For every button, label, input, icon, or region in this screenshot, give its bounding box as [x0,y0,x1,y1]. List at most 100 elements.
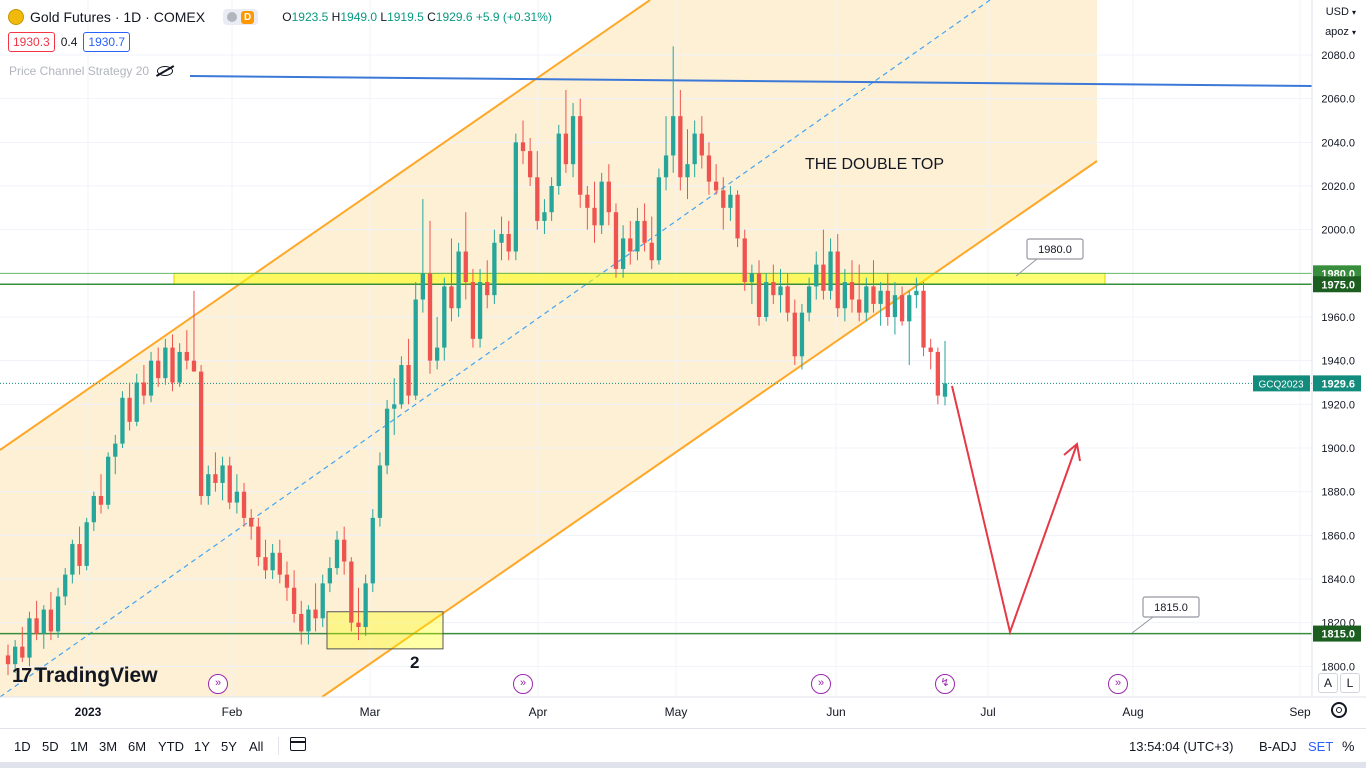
candle [928,338,933,370]
channel-lower-line [321,160,1098,698]
candle [213,452,218,492]
candle [678,89,683,191]
callout-box [1026,238,1084,260]
scale-selector[interactable]: apoz ▾ [1325,26,1356,38]
projection-arrowhead [1063,442,1081,462]
symbol-label-box [1253,375,1310,392]
candle [98,474,104,514]
candle [663,116,669,191]
candle-body [170,347,175,383]
candle [256,517,261,566]
candle-body [163,347,168,379]
range-3m-button[interactable]: 3M [99,739,118,754]
session-button[interactable]: SET [1308,739,1334,754]
range-ytd-button[interactable]: YTD [158,739,184,754]
candle-body [513,142,518,252]
candle [384,399,390,475]
price-tick-label: 1840.0 [1321,574,1355,586]
candle [463,212,468,300]
candle-body [935,351,940,396]
sell-price-button[interactable]: 1930.3 [8,32,55,52]
levels [0,0,1313,698]
candle [363,574,368,636]
status-badges[interactable]: D [223,9,259,25]
time-tick-label: Jul [980,705,995,719]
market-status-icon [227,12,238,22]
price-label-text: 1815.0 [1321,629,1355,641]
event-marker-icon[interactable]: » [208,674,228,694]
candle [821,229,826,300]
symbol-label-text: GCQ2023 [1258,379,1303,390]
symbol-title[interactable]: Gold Futures · 1D · COMEX [30,9,206,25]
candle-body [642,220,647,243]
candle-body [663,155,669,178]
candle [20,627,25,662]
range-1m-button[interactable]: 1M [70,739,89,754]
candle [263,539,268,579]
price-axis: 2080.02060.02040.02020.02000.01980.01960… [1311,0,1355,697]
price-tick-label: 1800.0 [1321,661,1355,673]
price-label-text: 1975.0 [1321,279,1355,291]
event-marker-icon[interactable]: » [1108,674,1128,694]
auto-scale-button[interactable]: A [1318,673,1338,693]
candle-body [735,194,740,239]
candle [420,199,426,313]
indicator-name: Price Channel Strategy 20 [9,64,150,78]
candle [477,268,483,348]
event-marker-icon[interactable]: » [513,674,533,694]
candle-body [842,282,848,309]
log-scale-button[interactable]: L [1340,673,1360,693]
currency-selector[interactable]: USD ▾ [1325,6,1356,18]
candle-body [306,609,311,632]
candle-body [463,251,468,283]
candle-body [592,207,597,226]
candle [778,268,783,313]
candle-body [420,273,426,300]
tradingview-logo[interactable]: 17 TradingView [12,664,158,688]
candle-body [942,383,948,397]
candle [878,282,883,326]
candle [785,273,790,322]
candle-body [120,397,125,444]
candle-body [249,517,254,527]
range-1d-button[interactable]: 1D [14,739,31,754]
percent-scale-button[interactable]: % [1342,738,1355,754]
grid [0,0,1312,697]
price-tick-label: 1900.0 [1321,443,1355,455]
ohlc-values: O1923.5 H1949.0 L1919.5 C1929.6 +5.9 (+0… [282,10,552,24]
range-all-button[interactable]: All [249,739,264,754]
candle-body [127,397,132,422]
candle [163,338,168,385]
range-5d-button[interactable]: 5D [42,739,59,754]
candle-body [141,382,147,396]
eye-off-icon[interactable] [157,66,174,76]
range-1y-button[interactable]: 1Y [194,739,210,754]
range-6m-button[interactable]: 6M [128,739,147,754]
settings-gear-icon[interactable] [1331,702,1347,718]
callout-1815: 1815.0 [1131,596,1200,634]
adjustment-button[interactable]: B-ADJ [1259,739,1297,754]
price-tick-label: 1940.0 [1321,356,1355,368]
candle [492,229,497,304]
candle [692,120,697,178]
candle [105,452,111,510]
calendar-icon[interactable] [290,737,306,751]
candle [34,600,39,641]
indicator-legend[interactable]: Price Channel Strategy 20 [9,64,174,78]
clock[interactable]: 13:54:04 (UTC+3) [1129,739,1234,754]
candle [120,391,125,448]
candle [771,264,776,304]
candle [249,509,254,540]
candle-body [299,613,304,632]
candle [370,509,375,593]
lightning-event-icon[interactable]: ↯ [935,674,955,694]
buy-price-button[interactable]: 1930.7 [83,32,131,52]
candle [84,517,89,571]
event-marker-icon[interactable]: » [811,674,831,694]
time-tick-label: May [665,705,688,719]
candle-body [599,181,604,226]
range-5y-button[interactable]: 5Y [221,739,237,754]
candle-body [342,539,347,562]
candle-body [27,618,32,658]
